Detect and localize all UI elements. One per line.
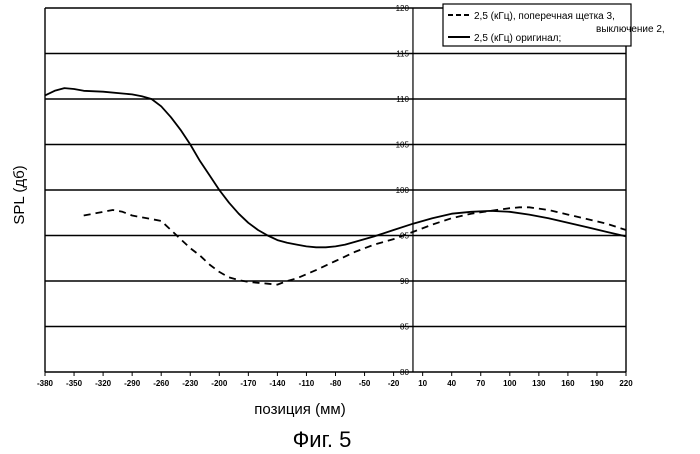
y-tick-label-0: 80 (400, 368, 409, 377)
x-tick-label-20: 220 (619, 379, 633, 388)
x-tick-label-4: -260 (153, 379, 170, 388)
series-lines (45, 88, 626, 285)
y-tick-label-2: 90 (400, 277, 409, 286)
y-tick-label-8: 120 (396, 4, 410, 13)
x-tick-label-15: 70 (476, 379, 485, 388)
x-tick-label-1: -350 (66, 379, 83, 388)
y-tick-label-7: 115 (396, 50, 409, 59)
y-tick-label-3: 95 (400, 232, 409, 241)
x-tick-label-18: 160 (561, 379, 575, 388)
y-tick-label-6: 110 (396, 95, 409, 104)
legend: 2,5 (кГц), поперечная щетка 3, выключени… (443, 4, 665, 46)
figure-caption: Фиг. 5 (293, 427, 352, 452)
x-tick-label-12: -20 (388, 379, 400, 388)
x-tick-label-6: -200 (211, 379, 228, 388)
x-tick-label-9: -110 (299, 379, 315, 388)
x-axis-title: позиция (мм) (254, 401, 345, 418)
legend-label-dashed: 2,5 (кГц), поперечная щетка 3, (474, 11, 615, 22)
x-tick-label-11: -50 (359, 379, 371, 388)
x-axis-ticks: -380 -350 -320 -290 -260 -230 -200 -170 -140 -110… (37, 372, 633, 388)
y-tick-label-4: 100 (396, 186, 410, 195)
legend-label-solid: 2,5 (кГц) оригинал; (474, 33, 561, 44)
x-tick-label-3: -290 (124, 379, 141, 388)
x-tick-label-13: 10 (418, 379, 427, 388)
series-line-1 (45, 88, 626, 247)
x-tick-label-14: 40 (447, 379, 456, 388)
y-tick-label-5: 105 (396, 141, 410, 150)
x-tick-label-2: -320 (95, 379, 112, 388)
legend-note: выключение 2, (596, 24, 665, 35)
x-tick-label-7: -170 (240, 379, 257, 388)
x-tick-label-8: -140 (269, 379, 286, 388)
x-tick-label-19: 190 (590, 379, 604, 388)
grid-lines (45, 8, 626, 372)
x-tick-label-17: 130 (532, 379, 546, 388)
series-line-0 (84, 207, 626, 284)
y-axis-title: SPL (дб) (11, 165, 28, 224)
y-axis-ticks: 80 85 90 95 100 105 110 115 120 (396, 4, 410, 377)
y-tick-label-1: 85 (400, 323, 409, 332)
x-tick-label-10: -80 (330, 379, 342, 388)
x-tick-label-0: -380 (37, 379, 54, 388)
x-tick-label-5: -230 (182, 379, 199, 388)
x-tick-label-16: 100 (503, 379, 517, 388)
